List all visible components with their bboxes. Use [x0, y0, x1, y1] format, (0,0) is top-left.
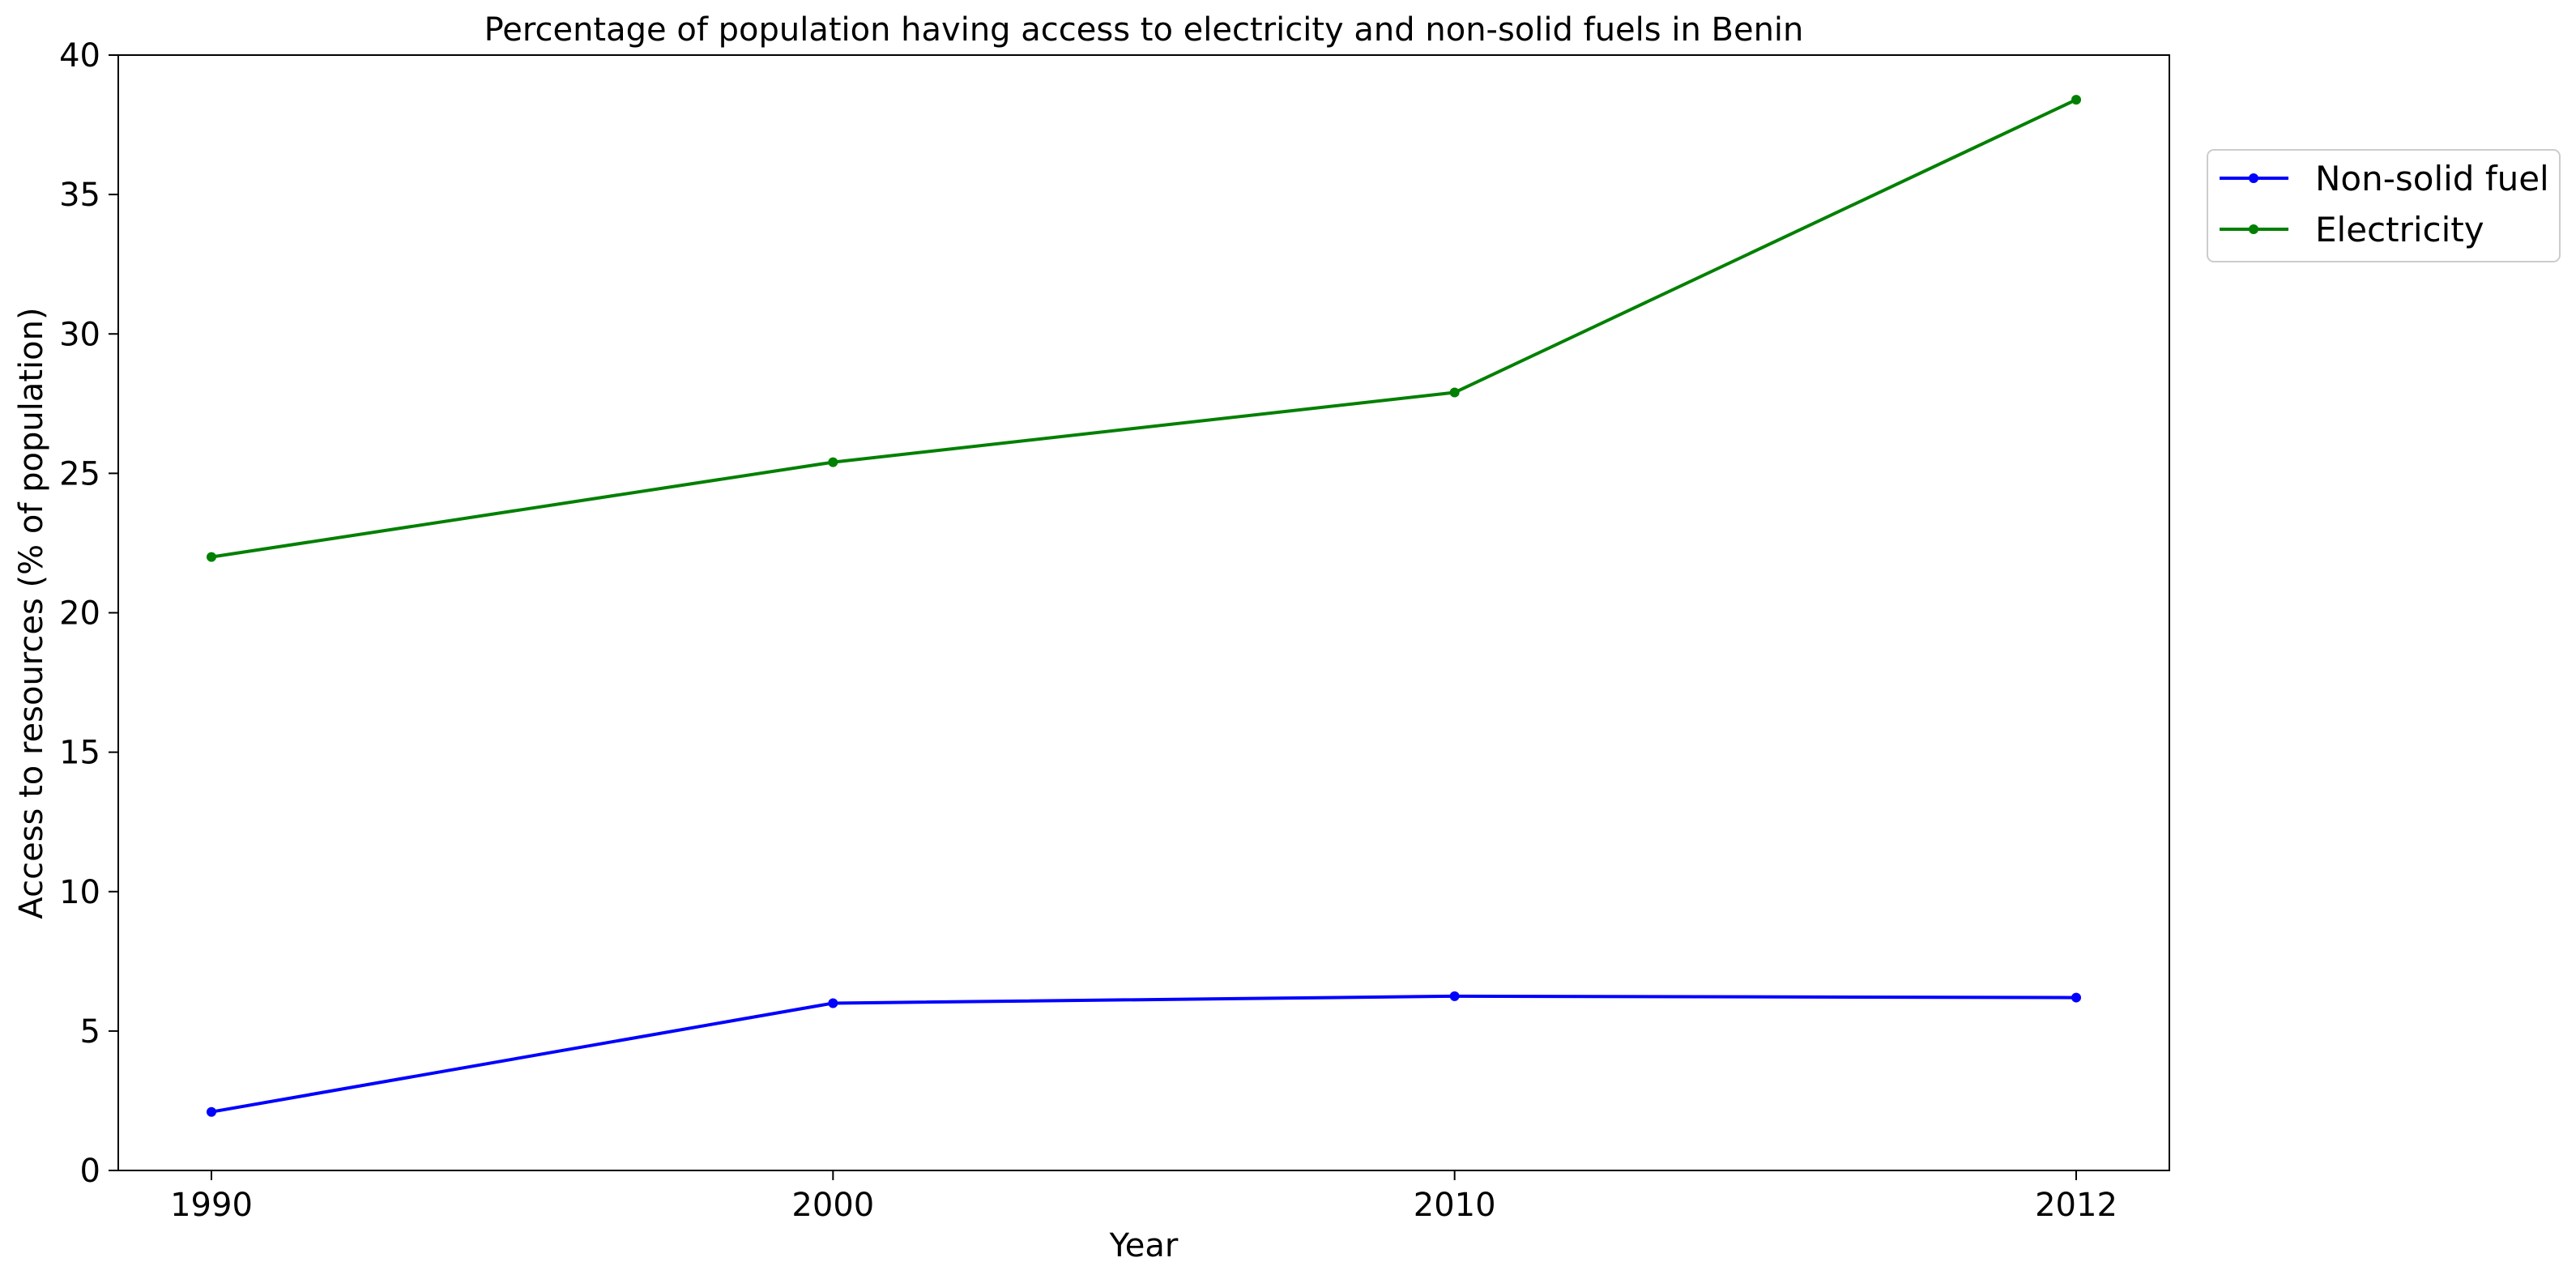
data-point-electricity — [828, 457, 838, 467]
legend-marker-electricity — [2249, 224, 2258, 234]
x-tick-label: 2010 — [1414, 1187, 1496, 1224]
legend-marker-non-solid-fuel — [2249, 173, 2258, 183]
legend-box — [2207, 149, 2561, 262]
y-tick-label: 15 — [59, 735, 100, 772]
data-point-non-solid-fuel — [1449, 991, 1460, 1001]
y-tick-label: 30 — [59, 316, 100, 353]
data-point-non-solid-fuel — [2071, 992, 2081, 1003]
data-point-electricity — [1449, 387, 1460, 398]
y-axis: 0 5 10 15 20 25 30 35 40 — [59, 37, 118, 1190]
x-tick-label: 1990 — [170, 1187, 253, 1224]
data-point-electricity — [207, 552, 216, 562]
y-tick-label: 5 — [80, 1013, 100, 1051]
x-axis-label: Year — [1109, 1227, 1179, 1264]
x-axis: 1990 2000 2010 2012 — [170, 1170, 2118, 1224]
y-tick-label: 20 — [59, 595, 100, 633]
y-tick-label: 40 — [59, 37, 100, 75]
legend: Non-solid fuel Electricity — [2207, 149, 2561, 262]
data-point-electricity — [2071, 95, 2081, 105]
data-point-non-solid-fuel — [207, 1106, 216, 1117]
chart-title: Percentage of population having access t… — [484, 11, 1804, 49]
plot-area — [117, 54, 2170, 1171]
x-tick-label: 2012 — [2035, 1187, 2118, 1224]
y-tick-label: 35 — [59, 177, 100, 214]
y-tick-label: 10 — [59, 874, 100, 911]
data-point-non-solid-fuel — [828, 998, 838, 1008]
legend-label-electricity: Electricity — [2315, 210, 2484, 249]
series-line-electricity — [211, 98, 2077, 559]
y-tick-label: 25 — [59, 455, 100, 492]
series-layer — [207, 95, 2081, 1117]
x-tick-label: 2000 — [791, 1187, 874, 1224]
y-tick-label: 0 — [80, 1153, 100, 1190]
series-line-non-solid-fuel — [211, 994, 2077, 1114]
y-axis-label: Access to resources (% of population) — [13, 307, 50, 919]
legend-label-non-solid-fuel: Non-solid fuel — [2315, 159, 2549, 198]
